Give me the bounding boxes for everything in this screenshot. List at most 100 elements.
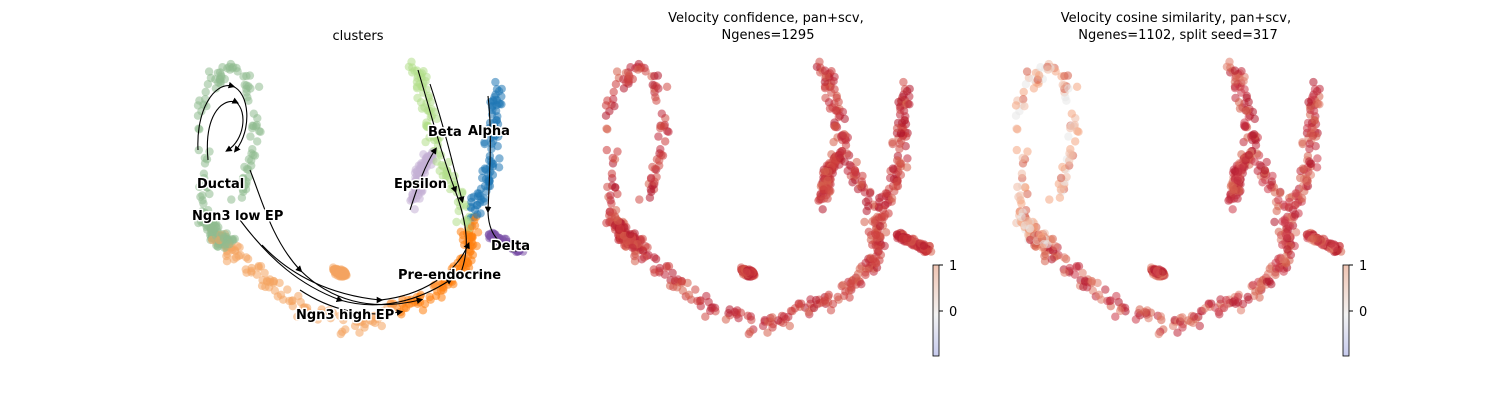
cell-point xyxy=(615,224,625,233)
cell-point xyxy=(1271,258,1280,268)
cell-point xyxy=(1305,139,1314,148)
cell-point xyxy=(410,205,419,214)
cell-point xyxy=(254,82,264,92)
cell-point xyxy=(1025,224,1035,233)
cell-point xyxy=(706,306,715,316)
cell-point xyxy=(322,307,331,317)
cell-point xyxy=(1312,87,1322,96)
cell-point xyxy=(746,312,755,321)
cell-point xyxy=(626,230,635,239)
cell-point xyxy=(1036,62,1045,72)
cell-point xyxy=(603,125,612,134)
cell-point xyxy=(238,173,248,183)
cell-point xyxy=(1035,71,1044,80)
cell-point xyxy=(820,296,829,305)
cell-point xyxy=(1230,194,1239,203)
cell-point xyxy=(896,170,906,180)
cell-point xyxy=(484,124,494,133)
cell-point xyxy=(1013,125,1022,134)
cell-point xyxy=(613,189,622,199)
cluster-label-alpha: Alpha xyxy=(468,124,510,139)
cell-point xyxy=(1012,145,1021,155)
cell-point xyxy=(1298,139,1307,149)
cell-point xyxy=(1048,234,1058,244)
cell-point xyxy=(695,296,704,306)
cell-point xyxy=(825,186,834,195)
cell-point xyxy=(655,156,664,165)
cell-point xyxy=(662,82,672,92)
cell-point xyxy=(1094,290,1104,299)
cell-point xyxy=(1291,189,1300,198)
cell-point xyxy=(269,276,278,286)
cell-point xyxy=(684,290,694,299)
cell-point xyxy=(881,228,891,237)
cluster-label-beta: Beta xyxy=(428,125,462,140)
colorbar-gradient xyxy=(932,264,940,357)
cell-point xyxy=(495,154,504,163)
cell-point xyxy=(1235,186,1244,195)
cell-point xyxy=(626,62,635,72)
cell-point xyxy=(1219,303,1229,313)
cell-point xyxy=(1022,67,1032,76)
cell-point xyxy=(619,84,629,93)
cell-point xyxy=(601,101,611,110)
cell-point xyxy=(893,177,902,186)
cell-point xyxy=(606,191,615,200)
cell-point xyxy=(426,97,435,107)
cell-point xyxy=(440,178,449,187)
cell-point xyxy=(1067,109,1077,118)
cell-point xyxy=(423,122,432,131)
cell-point xyxy=(831,156,840,165)
cell-point xyxy=(818,205,827,214)
cell-point xyxy=(840,114,849,124)
cell-point xyxy=(195,125,204,134)
cell-point xyxy=(193,111,203,120)
cell-point xyxy=(1234,98,1244,107)
cluster-labels: Ductal Ngn3 low EP Ngn3 high EP Pre-endo… xyxy=(191,123,532,325)
cell-point xyxy=(840,157,849,166)
cell-point xyxy=(247,156,256,165)
panel-1-title: clusters xyxy=(333,29,384,44)
cell-point xyxy=(648,162,657,172)
cell-point xyxy=(1060,253,1069,262)
cell-point xyxy=(677,276,686,286)
cell-point xyxy=(843,166,852,176)
cell-point xyxy=(721,315,731,324)
cell-point xyxy=(480,164,490,173)
cell-point xyxy=(744,329,753,339)
cell-point xyxy=(1304,97,1313,107)
cell-point xyxy=(869,254,878,264)
cell-point xyxy=(1011,111,1021,120)
cell-point xyxy=(824,167,833,177)
cell-point xyxy=(742,268,751,277)
cosine-similarity-points xyxy=(1011,57,1346,339)
cell-point xyxy=(878,205,888,214)
cell-point xyxy=(654,132,663,141)
cell-point xyxy=(824,98,834,107)
cell-point xyxy=(494,87,504,96)
cell-point xyxy=(262,276,272,285)
cell-point xyxy=(246,84,255,93)
cell-point xyxy=(860,217,869,227)
cell-point xyxy=(833,292,842,302)
cell-point xyxy=(664,262,674,271)
cell-point xyxy=(809,303,819,313)
cell-point xyxy=(613,216,623,225)
cell-point xyxy=(432,157,441,166)
cell-point xyxy=(827,88,836,97)
cell-point xyxy=(421,77,430,86)
cell-point xyxy=(1020,102,1029,111)
cell-point xyxy=(1029,84,1039,93)
cell-point xyxy=(1236,306,1246,315)
cell-point xyxy=(1061,93,1070,102)
cell-point xyxy=(1302,124,1312,133)
cell-point xyxy=(253,137,262,146)
cell-point xyxy=(1016,191,1025,200)
cell-point xyxy=(702,291,711,301)
cell-point xyxy=(846,282,855,291)
cell-point xyxy=(1233,176,1242,185)
cell-point xyxy=(1313,234,1322,243)
colorbar-tick-min: 0 xyxy=(1359,305,1367,320)
cell-point xyxy=(608,153,617,163)
cell-point xyxy=(417,186,426,195)
